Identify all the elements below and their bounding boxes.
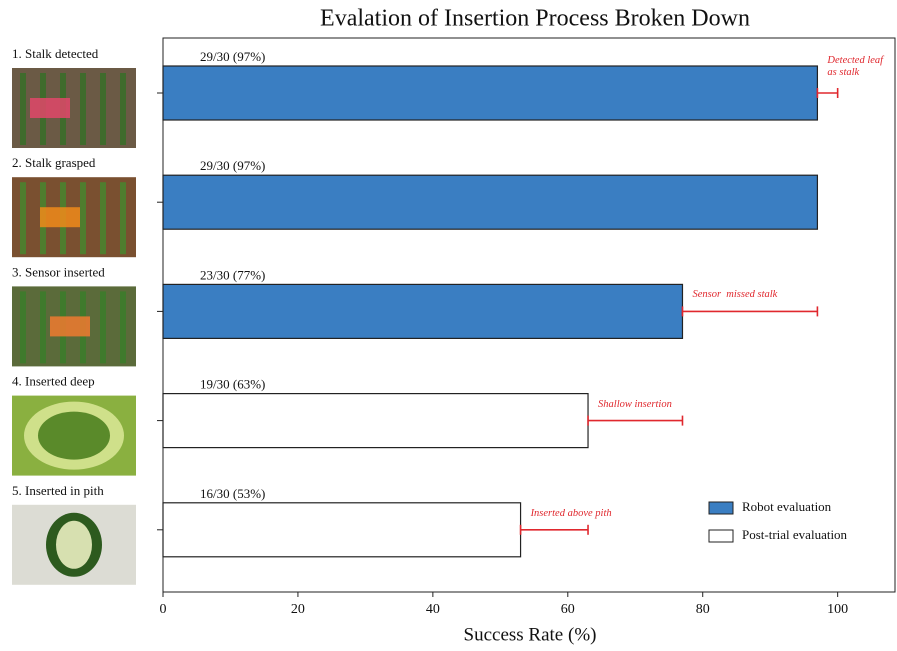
range-label: Sensor missed stalk	[692, 289, 777, 301]
x-tick-label: 40	[426, 602, 440, 617]
chart: Evalation of Insertion Process Broken Do…	[0, 0, 897, 651]
value-label: 29/30 (97%)	[200, 49, 265, 64]
category-label: 1. Stalk detected	[12, 46, 99, 61]
thumbnail-detail	[30, 98, 70, 118]
thumbnail-detail	[80, 182, 86, 254]
thumbnail-detail	[50, 316, 90, 336]
thumbnail-detail	[100, 73, 106, 145]
chart-title: Evalation of Insertion Process Broken Do…	[320, 6, 750, 32]
thumbnail-detail	[120, 73, 126, 145]
bar	[163, 175, 817, 229]
thumbnail-detail	[20, 291, 26, 363]
thumbnail-detail	[20, 73, 26, 145]
range-label: Shallow insertion	[598, 399, 672, 411]
bar	[163, 503, 521, 557]
category-label: 3. Sensor inserted	[12, 264, 105, 279]
value-label: 16/30 (53%)	[200, 486, 265, 501]
x-axis-label: Success Rate (%)	[464, 624, 597, 645]
thumbnail-detail	[40, 207, 80, 227]
thumbnail-detail	[100, 182, 106, 254]
value-label: 29/30 (97%)	[200, 158, 265, 173]
bar	[163, 284, 682, 338]
thumbnail-detail	[80, 73, 86, 145]
bar	[163, 394, 588, 448]
category-label: 5. Inserted in pith	[12, 483, 104, 498]
x-tick-label: 60	[561, 602, 575, 617]
thumbnail-detail	[40, 291, 46, 363]
category-label: 2. Stalk grasped	[12, 155, 96, 170]
legend-swatch	[709, 502, 733, 514]
value-label: 19/30 (63%)	[200, 377, 265, 392]
page: Evalation of Insertion Process Broken Do…	[0, 0, 897, 651]
bar	[163, 66, 817, 120]
x-tick-label: 0	[160, 602, 167, 617]
x-tick-label: 80	[696, 602, 710, 617]
legend-label: Robot evaluation	[742, 499, 832, 514]
range-label: Detected leaf as stalk	[827, 55, 885, 79]
thumbnail-detail	[56, 521, 92, 569]
range-label: Inserted above pith	[531, 508, 612, 520]
value-label: 23/30 (77%)	[200, 267, 265, 282]
thumbnail-detail	[20, 182, 26, 254]
legend-swatch	[709, 530, 733, 542]
thumbnail-detail	[38, 412, 110, 460]
thumbnail-detail	[120, 291, 126, 363]
category-label: 4. Inserted deep	[12, 374, 95, 389]
legend-label: Post-trial evaluation	[742, 527, 848, 542]
thumbnail-detail	[120, 182, 126, 254]
x-tick-label: 100	[827, 602, 848, 617]
thumbnail-detail	[100, 291, 106, 363]
x-tick-label: 20	[291, 602, 305, 617]
